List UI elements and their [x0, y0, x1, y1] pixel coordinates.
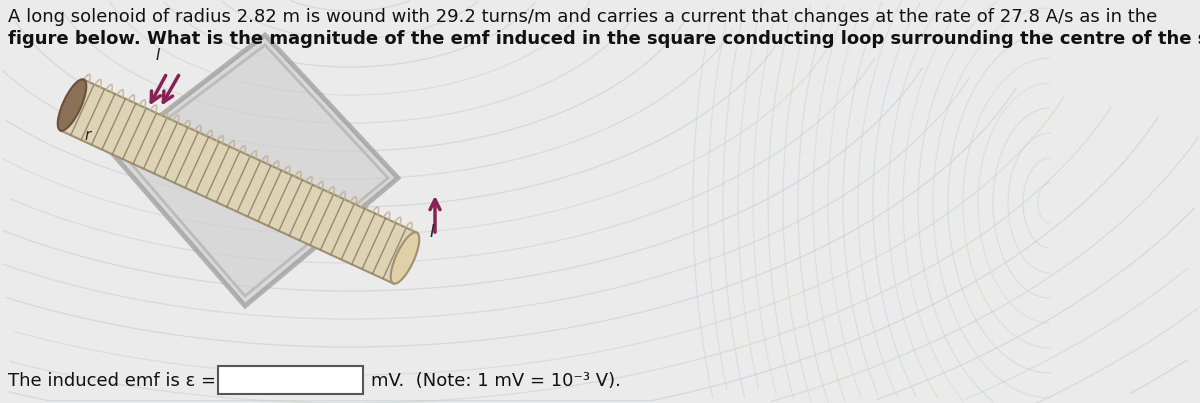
Text: I: I — [156, 48, 161, 63]
Ellipse shape — [58, 79, 86, 131]
Polygon shape — [84, 79, 416, 233]
Text: mV.  (Note: 1 mV = 10⁻³ V).: mV. (Note: 1 mV = 10⁻³ V). — [371, 372, 620, 390]
Ellipse shape — [391, 232, 419, 284]
Text: The induced emf is ε =: The induced emf is ε = — [8, 372, 216, 390]
Text: r: r — [85, 127, 91, 143]
Bar — [218, 366, 364, 394]
Polygon shape — [60, 79, 416, 283]
Text: figure below. What is the magnitude of the emf induced in the square conducting : figure below. What is the magnitude of t… — [8, 30, 1200, 48]
Text: I: I — [430, 223, 434, 241]
Text: A long solenoid of radius 2.82 m is wound with 29.2 turns/m and carries a curren: A long solenoid of radius 2.82 m is woun… — [8, 8, 1157, 26]
Polygon shape — [112, 35, 398, 306]
